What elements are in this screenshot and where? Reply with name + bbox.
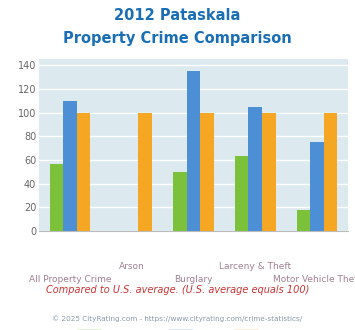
Bar	[50, 164, 63, 231]
Text: Burglary: Burglary	[174, 276, 213, 284]
Bar	[310, 142, 324, 231]
Text: 2012 Pataskala: 2012 Pataskala	[114, 8, 241, 23]
Bar	[235, 156, 248, 231]
Bar	[63, 101, 77, 231]
Text: Property Crime Comparison: Property Crime Comparison	[63, 31, 292, 46]
Bar	[187, 71, 200, 231]
Bar	[324, 113, 337, 231]
Bar	[77, 113, 90, 231]
Text: All Property Crime: All Property Crime	[29, 276, 111, 284]
Bar	[248, 107, 262, 231]
Bar	[297, 210, 310, 231]
Text: Compared to U.S. average. (U.S. average equals 100): Compared to U.S. average. (U.S. average …	[46, 285, 309, 295]
Bar	[262, 113, 275, 231]
Text: © 2025 CityRating.com - https://www.cityrating.com/crime-statistics/: © 2025 CityRating.com - https://www.city…	[53, 315, 302, 322]
Text: Arson: Arson	[119, 262, 144, 271]
Legend: Pataskala, Ohio, National: Pataskala, Ohio, National	[72, 326, 315, 330]
Bar	[200, 113, 214, 231]
Text: Motor Vehicle Theft: Motor Vehicle Theft	[273, 276, 355, 284]
Bar	[173, 172, 187, 231]
Text: Larceny & Theft: Larceny & Theft	[219, 262, 291, 271]
Bar	[138, 113, 152, 231]
